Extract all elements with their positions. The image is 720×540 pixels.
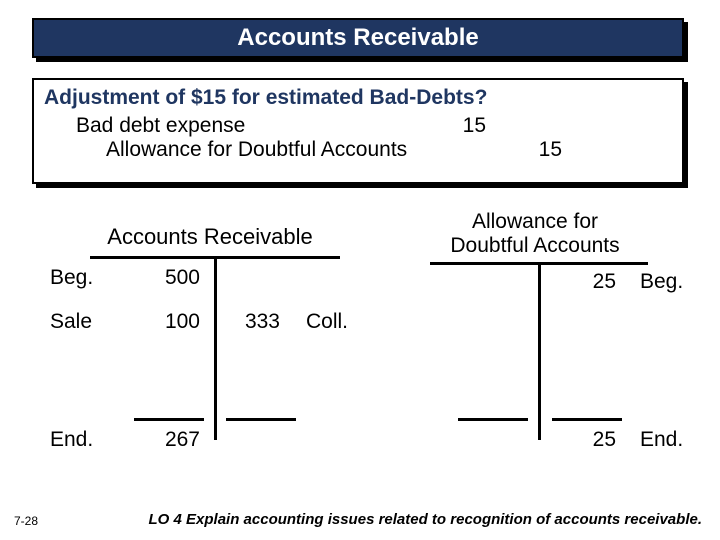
je-credit-amount: 15 (482, 138, 562, 162)
journal-row-debit: Bad debt expense 15 (44, 114, 672, 138)
t-allow-title-line1: Allowance for (472, 210, 598, 233)
learning-objective: LO 4 Explain accounting issues related t… (100, 511, 702, 528)
slide-number: 7-28 (14, 514, 38, 528)
title-banner: Accounts Receivable (32, 18, 688, 62)
title-face: Accounts Receivable (32, 18, 684, 58)
t-allow-beg-label: Beg. (640, 270, 683, 294)
t-allow-sum-left (458, 418, 528, 421)
t-ar-sale-label: Sale (50, 310, 92, 334)
t-allow-beg-value: 25 (576, 270, 616, 294)
t-allow-vbar (538, 262, 541, 440)
journal-row-credit: Allowance for Doubtful Accounts 15 (44, 138, 672, 162)
t-allow-end-value: 25 (576, 428, 616, 452)
t-allow-title: Allowance for Doubtful Accounts (410, 210, 660, 258)
t-ar-coll-value: 333 (230, 310, 280, 334)
t-ar-beg-label: Beg. (50, 266, 93, 290)
t-allow-title-line2: Doubtful Accounts (450, 234, 619, 257)
je-debit-amount: 15 (406, 114, 486, 138)
t-accounts-area: Accounts Receivable Beg. 500 Sale 100 33… (30, 210, 690, 480)
t-ar-sale-value: 100 (150, 310, 200, 334)
t-ar-title: Accounts Receivable (50, 224, 370, 249)
t-ar-end-value: 267 (150, 428, 200, 452)
page-title: Accounts Receivable (237, 24, 478, 52)
t-ar-vbar (214, 256, 217, 440)
t-allow-end-label: End. (640, 428, 683, 452)
je-debit-label: Bad debt expense (44, 114, 245, 138)
t-ar-sum-right (226, 418, 296, 421)
t-ar-sum-left (134, 418, 204, 421)
t-allow-sum-right (552, 418, 622, 421)
t-ar-end-label: End. (50, 428, 93, 452)
t-ar-beg-value: 500 (150, 266, 200, 290)
journal-entry-box: Adjustment of $15 for estimated Bad-Debt… (32, 78, 688, 188)
t-ar-coll-label: Coll. (306, 310, 348, 334)
journal-face: Adjustment of $15 for estimated Bad-Debt… (32, 78, 684, 184)
journal-heading: Adjustment of $15 for estimated Bad-Debt… (44, 86, 672, 110)
je-credit-label: Allowance for Doubtful Accounts (44, 138, 407, 162)
